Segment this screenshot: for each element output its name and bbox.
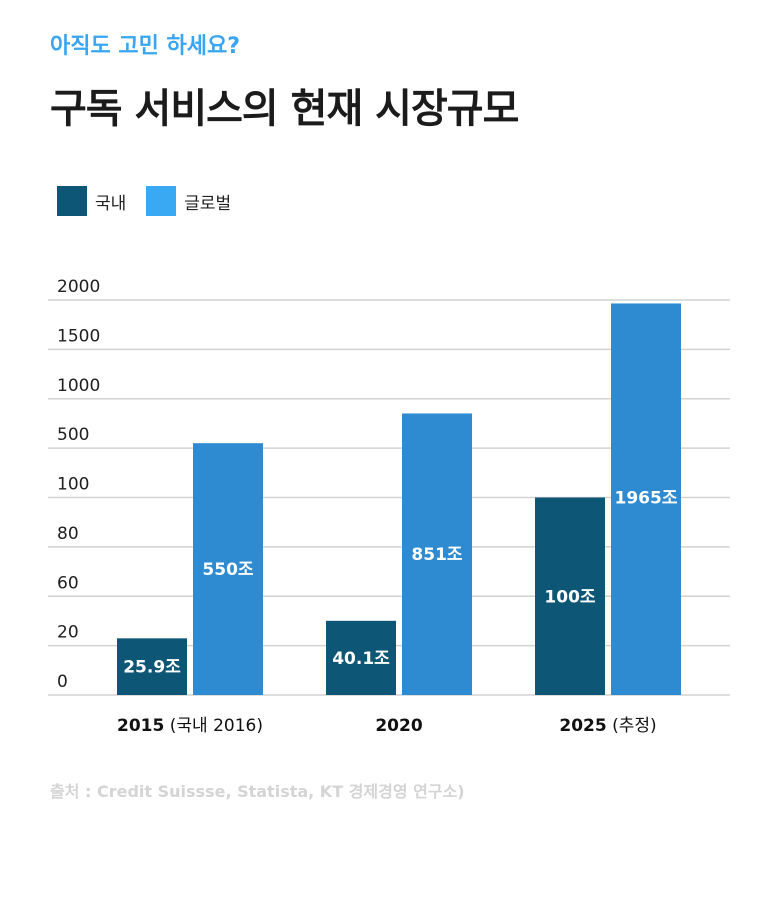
- bar-value-label: 550조: [202, 560, 253, 580]
- legend-swatch-domestic: [57, 186, 87, 216]
- bar-value-label: 25.9조: [123, 658, 181, 678]
- bar-value-label: 851조: [411, 545, 462, 565]
- bar-chart: 0 20 60 80 100 500 1000 1500 2000 25.9조 550조 2015 (…: [48, 277, 730, 736]
- bar-value-label: 100조: [544, 587, 595, 607]
- legend-label-global: 글로벌: [184, 193, 232, 214]
- y-tick-label: 60: [57, 573, 79, 593]
- chart-legend: 국내 글로벌: [57, 186, 251, 216]
- bar-global: [611, 303, 681, 695]
- y-tick-label: 1500: [57, 326, 100, 346]
- y-tick-label: 2000: [57, 277, 100, 297]
- legend-item-domestic: 국내: [57, 186, 126, 216]
- bar-domestic: [535, 497, 605, 695]
- x-tick-label: 2015 (국내 2016): [117, 716, 263, 736]
- y-tick-label: 500: [57, 425, 89, 445]
- source-note: 출처 : Credit Suissse, Statista, KT 경제경영 연…: [50, 782, 465, 801]
- bar-value-label: 1965조: [615, 488, 678, 508]
- legend-item-global: 글로벌: [146, 186, 231, 216]
- y-tick-label: 20: [57, 623, 79, 643]
- bar-domestic: [117, 638, 187, 695]
- page-title: 구독 서비스의 현재 시장규모: [50, 86, 519, 132]
- bar-value-label: 40.1조: [332, 649, 390, 669]
- bar-domestic: [326, 620, 396, 695]
- bar-global: [402, 413, 472, 695]
- page-subtitle: 아직도 고민 하세요?: [50, 34, 241, 59]
- y-tick-label: 80: [57, 524, 79, 544]
- y-tick-label: 100: [57, 475, 89, 495]
- y-tick-label: 0: [57, 672, 68, 692]
- legend-swatch-global: [146, 186, 177, 216]
- x-tick-label: 2025 (추정): [559, 716, 656, 736]
- x-tick-label: 2020: [375, 716, 422, 736]
- legend-label-domestic: 국내: [95, 193, 127, 214]
- y-tick-label: 1000: [57, 376, 100, 396]
- bar-global: [193, 443, 263, 695]
